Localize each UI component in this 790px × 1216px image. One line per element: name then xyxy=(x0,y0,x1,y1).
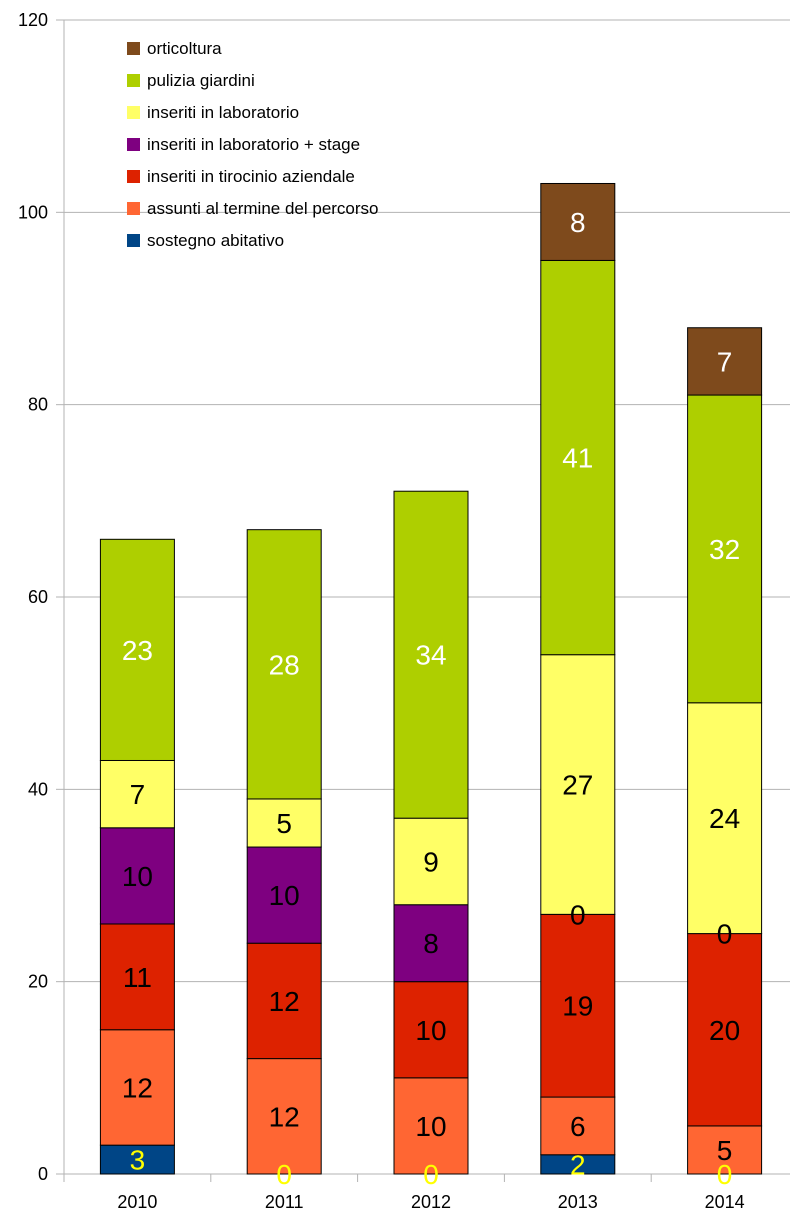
data-label: 0 xyxy=(276,1159,292,1190)
data-label: 19 xyxy=(562,991,593,1022)
data-label: 32 xyxy=(709,534,740,565)
y-tick-label: 40 xyxy=(28,779,48,799)
legend-swatch xyxy=(127,234,140,247)
data-label: 10 xyxy=(122,861,153,892)
data-label: 10 xyxy=(269,880,300,911)
y-tick-label: 120 xyxy=(18,10,48,30)
legend: orticoltura pulizia giardini inseriti in l… xyxy=(127,39,379,250)
data-label: 8 xyxy=(423,928,439,959)
bar-segment xyxy=(246,798,322,848)
bars xyxy=(99,182,763,1175)
x-tick-label: 2013 xyxy=(558,1192,598,1212)
y-tick-label: 100 xyxy=(18,202,48,222)
legend-label: orticoltura xyxy=(147,39,222,58)
bar-segment xyxy=(99,538,175,761)
legend-label: inseriti in tirocinio aziendale xyxy=(147,167,355,186)
bar-segment xyxy=(540,182,616,261)
bar-segment xyxy=(687,327,763,396)
bar-segment xyxy=(393,1077,469,1175)
data-label: 0 xyxy=(570,899,586,930)
x-tick-label: 2012 xyxy=(411,1192,451,1212)
y-tick-label: 60 xyxy=(28,587,48,607)
data-label: 10 xyxy=(415,1015,446,1046)
data-label: 7 xyxy=(717,346,733,377)
bar-segment xyxy=(99,759,175,829)
data-label: 24 xyxy=(709,803,740,834)
bar-segment xyxy=(246,1058,322,1175)
legend-swatch xyxy=(127,42,140,55)
legend-label: inseriti in laboratorio xyxy=(147,103,299,122)
bar-segment xyxy=(687,1125,763,1175)
data-label: 9 xyxy=(423,846,439,877)
bar-segment xyxy=(687,394,763,704)
bar-segment xyxy=(540,913,616,1098)
legend-label: inseriti in laboratorio + stage xyxy=(147,135,360,154)
bar-segment xyxy=(540,1096,616,1156)
data-label: 28 xyxy=(269,649,300,680)
data-label: 34 xyxy=(415,640,446,671)
data-label: 0 xyxy=(717,919,733,950)
bar-segment xyxy=(393,904,469,983)
data-label: 41 xyxy=(562,443,593,474)
data-label: 27 xyxy=(562,770,593,801)
legend-swatch xyxy=(127,170,140,183)
bar-segment xyxy=(99,1029,175,1146)
legend-swatch xyxy=(127,138,140,151)
data-label: 6 xyxy=(570,1111,586,1142)
y-tick-label: 20 xyxy=(28,972,48,992)
data-label: 5 xyxy=(276,808,292,839)
legend-swatch xyxy=(127,202,140,215)
legend-label: sostegno abitativo xyxy=(147,231,284,250)
legend-swatch xyxy=(127,74,140,87)
data-label: 0 xyxy=(423,1159,439,1190)
data-label: 10 xyxy=(415,1111,446,1142)
y-tick-label: 80 xyxy=(28,395,48,415)
data-label: 12 xyxy=(122,1072,153,1103)
bar-segment xyxy=(246,942,322,1060)
x-tick-label: 2010 xyxy=(117,1192,157,1212)
data-label: 3 xyxy=(130,1145,146,1176)
legend-label: assunti al termine del percorso xyxy=(147,199,379,218)
data-label: 12 xyxy=(269,1101,300,1132)
data-label: 0 xyxy=(717,1159,733,1190)
data-label: 8 xyxy=(570,207,586,238)
data-label: 23 xyxy=(122,635,153,666)
x-tick-label: 2011 xyxy=(265,1192,304,1212)
bar-segment xyxy=(540,654,616,915)
data-labels: 3 12 11 10 7 23 0 12 12 10 5 28 0 10 10 8 9 34 2 6 19 0 27 41 8 0… xyxy=(122,207,740,1190)
legend-label: pulizia giardini xyxy=(147,71,255,90)
bar-segment xyxy=(393,490,469,819)
data-label: 5 xyxy=(717,1135,733,1166)
bar-segment xyxy=(540,259,616,656)
bar-segment xyxy=(246,846,322,944)
bar-segment xyxy=(393,817,469,906)
bar-segment xyxy=(687,702,763,935)
legend-swatch xyxy=(127,106,140,119)
data-label: 7 xyxy=(130,779,146,810)
data-label: 20 xyxy=(709,1015,740,1046)
bar-segment xyxy=(246,529,322,800)
y-tick-label: 0 xyxy=(38,1164,48,1184)
data-label: 11 xyxy=(123,962,152,993)
data-label: 12 xyxy=(269,986,300,1017)
data-label: 2 xyxy=(570,1149,586,1180)
x-tick-label: 2014 xyxy=(705,1192,745,1212)
